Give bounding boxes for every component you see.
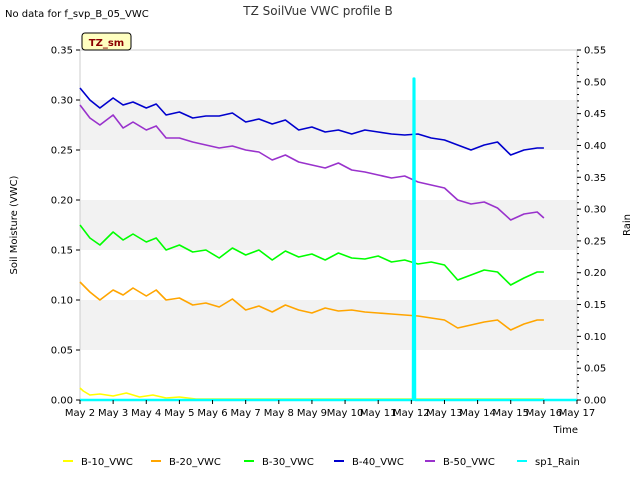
- series-line-sp1-rain: [80, 77, 577, 402]
- y2-tick-label: 0.45: [584, 109, 606, 120]
- legend-item-b-20-vwc: B-20_VWC: [151, 457, 221, 468]
- grid-band: [80, 100, 577, 150]
- grid-band: [80, 300, 577, 350]
- legend-label: B-30_VWC: [262, 457, 314, 468]
- site-badge: TZ_sm: [81, 32, 132, 51]
- x-tick-label: May 5: [164, 408, 194, 419]
- x-tick-label: May 2: [65, 408, 95, 419]
- legend-label: B-40_VWC: [352, 457, 404, 468]
- series-line-b-30-vwc: [79, 224, 544, 286]
- x-tick-label: May 7: [231, 408, 261, 419]
- x-tick-label: May 11: [360, 408, 397, 419]
- y-axis-title: Soil Moisture (VWC): [9, 175, 20, 274]
- legend-item-sp1-rain: sp1_Rain: [517, 457, 580, 468]
- y2-tick-label: 0.50: [584, 77, 606, 88]
- no-data-note: No data for f_svp_B_05_VWC: [5, 9, 149, 20]
- legend-label: B-10_VWC: [81, 457, 133, 468]
- y2-tick-label: 0.40: [584, 141, 606, 152]
- y2-tick-label: 0.25: [584, 236, 606, 247]
- y-tick-label: 0.20: [51, 196, 73, 207]
- series-line-b-40-vwc: [79, 87, 544, 156]
- x-axis: May 2 May 3 May 4 May 5 May 6 May 7 May 8 May 9…: [65, 400, 595, 419]
- x-tick-label: May 6: [197, 408, 227, 419]
- x-tick-label: May 12: [393, 408, 430, 419]
- y2-tick-label: 0.05: [584, 364, 606, 375]
- x-tick-label: May 4: [131, 408, 161, 419]
- x-tick-label: May 15: [492, 408, 529, 419]
- legend-label: B-20_VWC: [169, 457, 221, 468]
- legend-item-b-10-vwc: B-10_VWC: [63, 457, 133, 468]
- y-tick-label: 0.30: [51, 96, 73, 107]
- y-tick-label: 0.35: [51, 46, 73, 57]
- x-tick-label: May 14: [459, 408, 496, 419]
- y2-tick-label: 0.35: [584, 173, 606, 184]
- y-tick-label: 0.05: [51, 346, 73, 357]
- grid-band: [80, 50, 577, 100]
- site-badge-label: TZ_sm: [89, 38, 124, 49]
- legend-item-b-40-vwc: B-40_VWC: [334, 457, 404, 468]
- y2-tick-label: 0.15: [584, 300, 606, 311]
- y-axis-left: 0.00 0.05 0.10 0.15 0.20 0.25 0.30 0.35: [51, 46, 80, 407]
- legend-label: sp1_Rain: [535, 457, 580, 468]
- x-tick-label: May 10: [327, 408, 364, 419]
- x-tick-label: May 8: [264, 408, 294, 419]
- y-tick-label: 0.10: [51, 296, 73, 307]
- grid-band: [80, 200, 577, 250]
- y2-tick-label: 0.10: [584, 332, 606, 343]
- grid-band: [80, 150, 577, 200]
- y-tick-label: 0.00: [51, 396, 73, 407]
- x-tick-label: May 17: [559, 408, 596, 419]
- grid-bands: [80, 50, 577, 400]
- x-tick-label: May 3: [98, 408, 128, 419]
- legend: B-10_VWC B-20_VWC B-30_VWC B-40_VWC B-50_VWC…: [63, 457, 580, 468]
- grid-band: [80, 350, 577, 400]
- chart-title: TZ SoilVue VWC profile B: [242, 4, 392, 18]
- site-badge-box: [81, 32, 132, 51]
- y-axis-right: 0.00 0.05 0.10 0.15 0.20 0.25 0.30 0.35 0.40 0.45…: [577, 46, 606, 407]
- x-tick-label: May 16: [526, 408, 563, 419]
- series-line-b-20-vwc: [79, 281, 544, 331]
- y2-tick-label: 0.00: [584, 396, 606, 407]
- series-line-b-50-vwc: [79, 104, 545, 221]
- x-axis-title: Time: [553, 425, 578, 436]
- y2-tick-label: 0.30: [584, 205, 606, 216]
- legend-label: B-50_VWC: [443, 457, 495, 468]
- y2-axis-title: Rain: [622, 214, 633, 236]
- legend-item-b-30-vwc: B-30_VWC: [244, 457, 314, 468]
- y-tick-label: 0.25: [51, 146, 73, 157]
- x-tick-label: May 9: [297, 408, 327, 419]
- y2-tick-label: 0.55: [584, 46, 606, 57]
- x-tick-label: May 13: [426, 408, 463, 419]
- legend-item-b-50-vwc: B-50_VWC: [425, 457, 495, 468]
- y-tick-label: 0.15: [51, 246, 73, 257]
- series-layer: [79, 77, 577, 402]
- y2-tick-label: 0.20: [584, 268, 606, 279]
